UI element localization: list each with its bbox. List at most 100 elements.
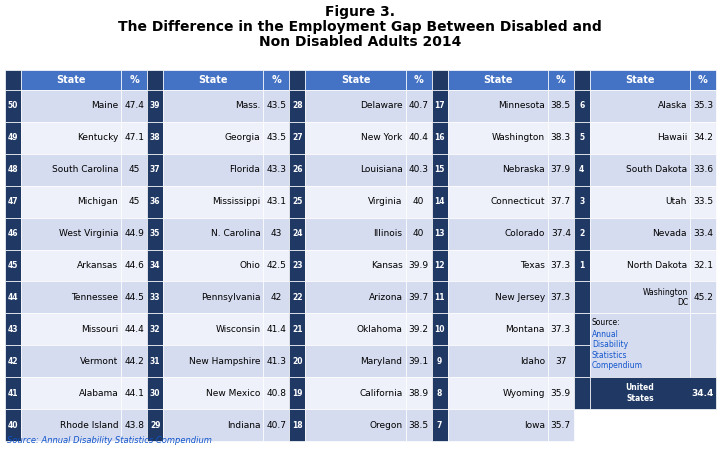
Text: %: %	[129, 75, 139, 85]
Bar	[163, 154, 263, 186]
Bar	[406, 90, 432, 122]
Bar	[448, 218, 548, 250]
Text: 39: 39	[150, 101, 161, 111]
Bar	[406, 345, 432, 377]
Text: Oklahoma: Oklahoma	[357, 325, 402, 334]
Bar	[590, 313, 690, 377]
Bar	[5, 313, 21, 345]
Bar	[21, 218, 121, 250]
Bar	[289, 186, 306, 218]
Text: 16: 16	[434, 133, 445, 142]
Text: South Carolina: South Carolina	[52, 165, 118, 174]
Bar	[5, 90, 21, 122]
Bar	[306, 409, 406, 441]
Bar	[548, 377, 574, 409]
Text: Texas: Texas	[520, 261, 545, 270]
Text: 28: 28	[292, 101, 303, 111]
Bar	[432, 154, 448, 186]
Bar	[406, 409, 432, 441]
Bar	[548, 313, 574, 345]
Bar	[121, 90, 147, 122]
Text: 37.3: 37.3	[551, 293, 571, 302]
Text: Oregon: Oregon	[369, 420, 402, 430]
Text: 42.5: 42.5	[267, 261, 286, 270]
Text: Nebraska: Nebraska	[502, 165, 545, 174]
Text: New York: New York	[361, 133, 402, 142]
Bar	[289, 377, 306, 409]
Text: Mass.: Mass.	[235, 101, 260, 111]
Text: United
States: United States	[626, 383, 654, 403]
Text: Annual
Disability
Statistics
Compendium: Annual Disability Statistics Compendium	[592, 330, 643, 370]
Bar	[590, 250, 690, 282]
Bar	[590, 186, 690, 218]
Bar	[590, 90, 690, 122]
Bar	[147, 70, 163, 90]
Bar	[21, 90, 121, 122]
Text: 25: 25	[292, 197, 303, 206]
Text: 39.1: 39.1	[409, 357, 429, 366]
Text: 33.6: 33.6	[693, 165, 713, 174]
Bar	[263, 122, 289, 154]
Text: Louisiana: Louisiana	[360, 165, 402, 174]
Bar	[690, 154, 716, 186]
Bar	[263, 282, 289, 313]
Text: Utah: Utah	[665, 197, 687, 206]
Bar	[306, 250, 406, 282]
Bar	[306, 313, 406, 345]
Text: Missouri: Missouri	[81, 325, 118, 334]
Bar	[306, 122, 406, 154]
Text: Kansas: Kansas	[371, 261, 402, 270]
Bar	[21, 186, 121, 218]
Text: 50: 50	[8, 101, 18, 111]
Bar	[147, 218, 163, 250]
Text: 43: 43	[8, 325, 18, 334]
Bar	[289, 282, 306, 313]
Text: 35.3: 35.3	[693, 101, 713, 111]
Bar	[21, 250, 121, 282]
Bar	[548, 70, 574, 90]
Text: 17: 17	[434, 101, 445, 111]
Text: 8: 8	[437, 388, 442, 398]
Text: 38.3: 38.3	[551, 133, 571, 142]
Text: 30: 30	[150, 388, 161, 398]
Text: 33: 33	[150, 293, 161, 302]
Text: %: %	[272, 75, 281, 85]
Bar	[448, 377, 548, 409]
Text: Non Disabled Adults 2014: Non Disabled Adults 2014	[259, 35, 461, 49]
Bar	[406, 250, 432, 282]
Text: 44.6: 44.6	[124, 261, 144, 270]
Bar	[163, 250, 263, 282]
Bar	[448, 409, 548, 441]
Text: Idaho: Idaho	[520, 357, 545, 366]
Bar	[147, 250, 163, 282]
Bar	[432, 377, 448, 409]
Text: Florida: Florida	[229, 165, 260, 174]
Bar	[121, 377, 147, 409]
Text: 2: 2	[579, 229, 585, 238]
Bar	[432, 186, 448, 218]
Bar	[21, 409, 121, 441]
Bar	[432, 218, 448, 250]
Text: Vermont: Vermont	[80, 357, 118, 366]
Bar	[432, 345, 448, 377]
Bar	[590, 154, 690, 186]
Text: 42: 42	[8, 357, 18, 366]
Bar	[306, 218, 406, 250]
Text: 37.7: 37.7	[551, 197, 571, 206]
Text: 37: 37	[555, 357, 567, 366]
Bar	[5, 282, 21, 313]
Bar	[121, 409, 147, 441]
Text: 32.1: 32.1	[693, 261, 713, 270]
Bar	[163, 313, 263, 345]
Bar	[406, 186, 432, 218]
Bar	[263, 250, 289, 282]
Text: 40.8: 40.8	[266, 388, 286, 398]
Text: Wisconsin: Wisconsin	[216, 325, 260, 334]
Text: 43: 43	[270, 229, 282, 238]
Text: 9: 9	[437, 357, 442, 366]
Text: 37: 37	[150, 165, 161, 174]
Bar	[5, 250, 21, 282]
Text: 44.5: 44.5	[124, 293, 144, 302]
Bar	[548, 409, 574, 441]
Text: 39.7: 39.7	[409, 293, 429, 302]
